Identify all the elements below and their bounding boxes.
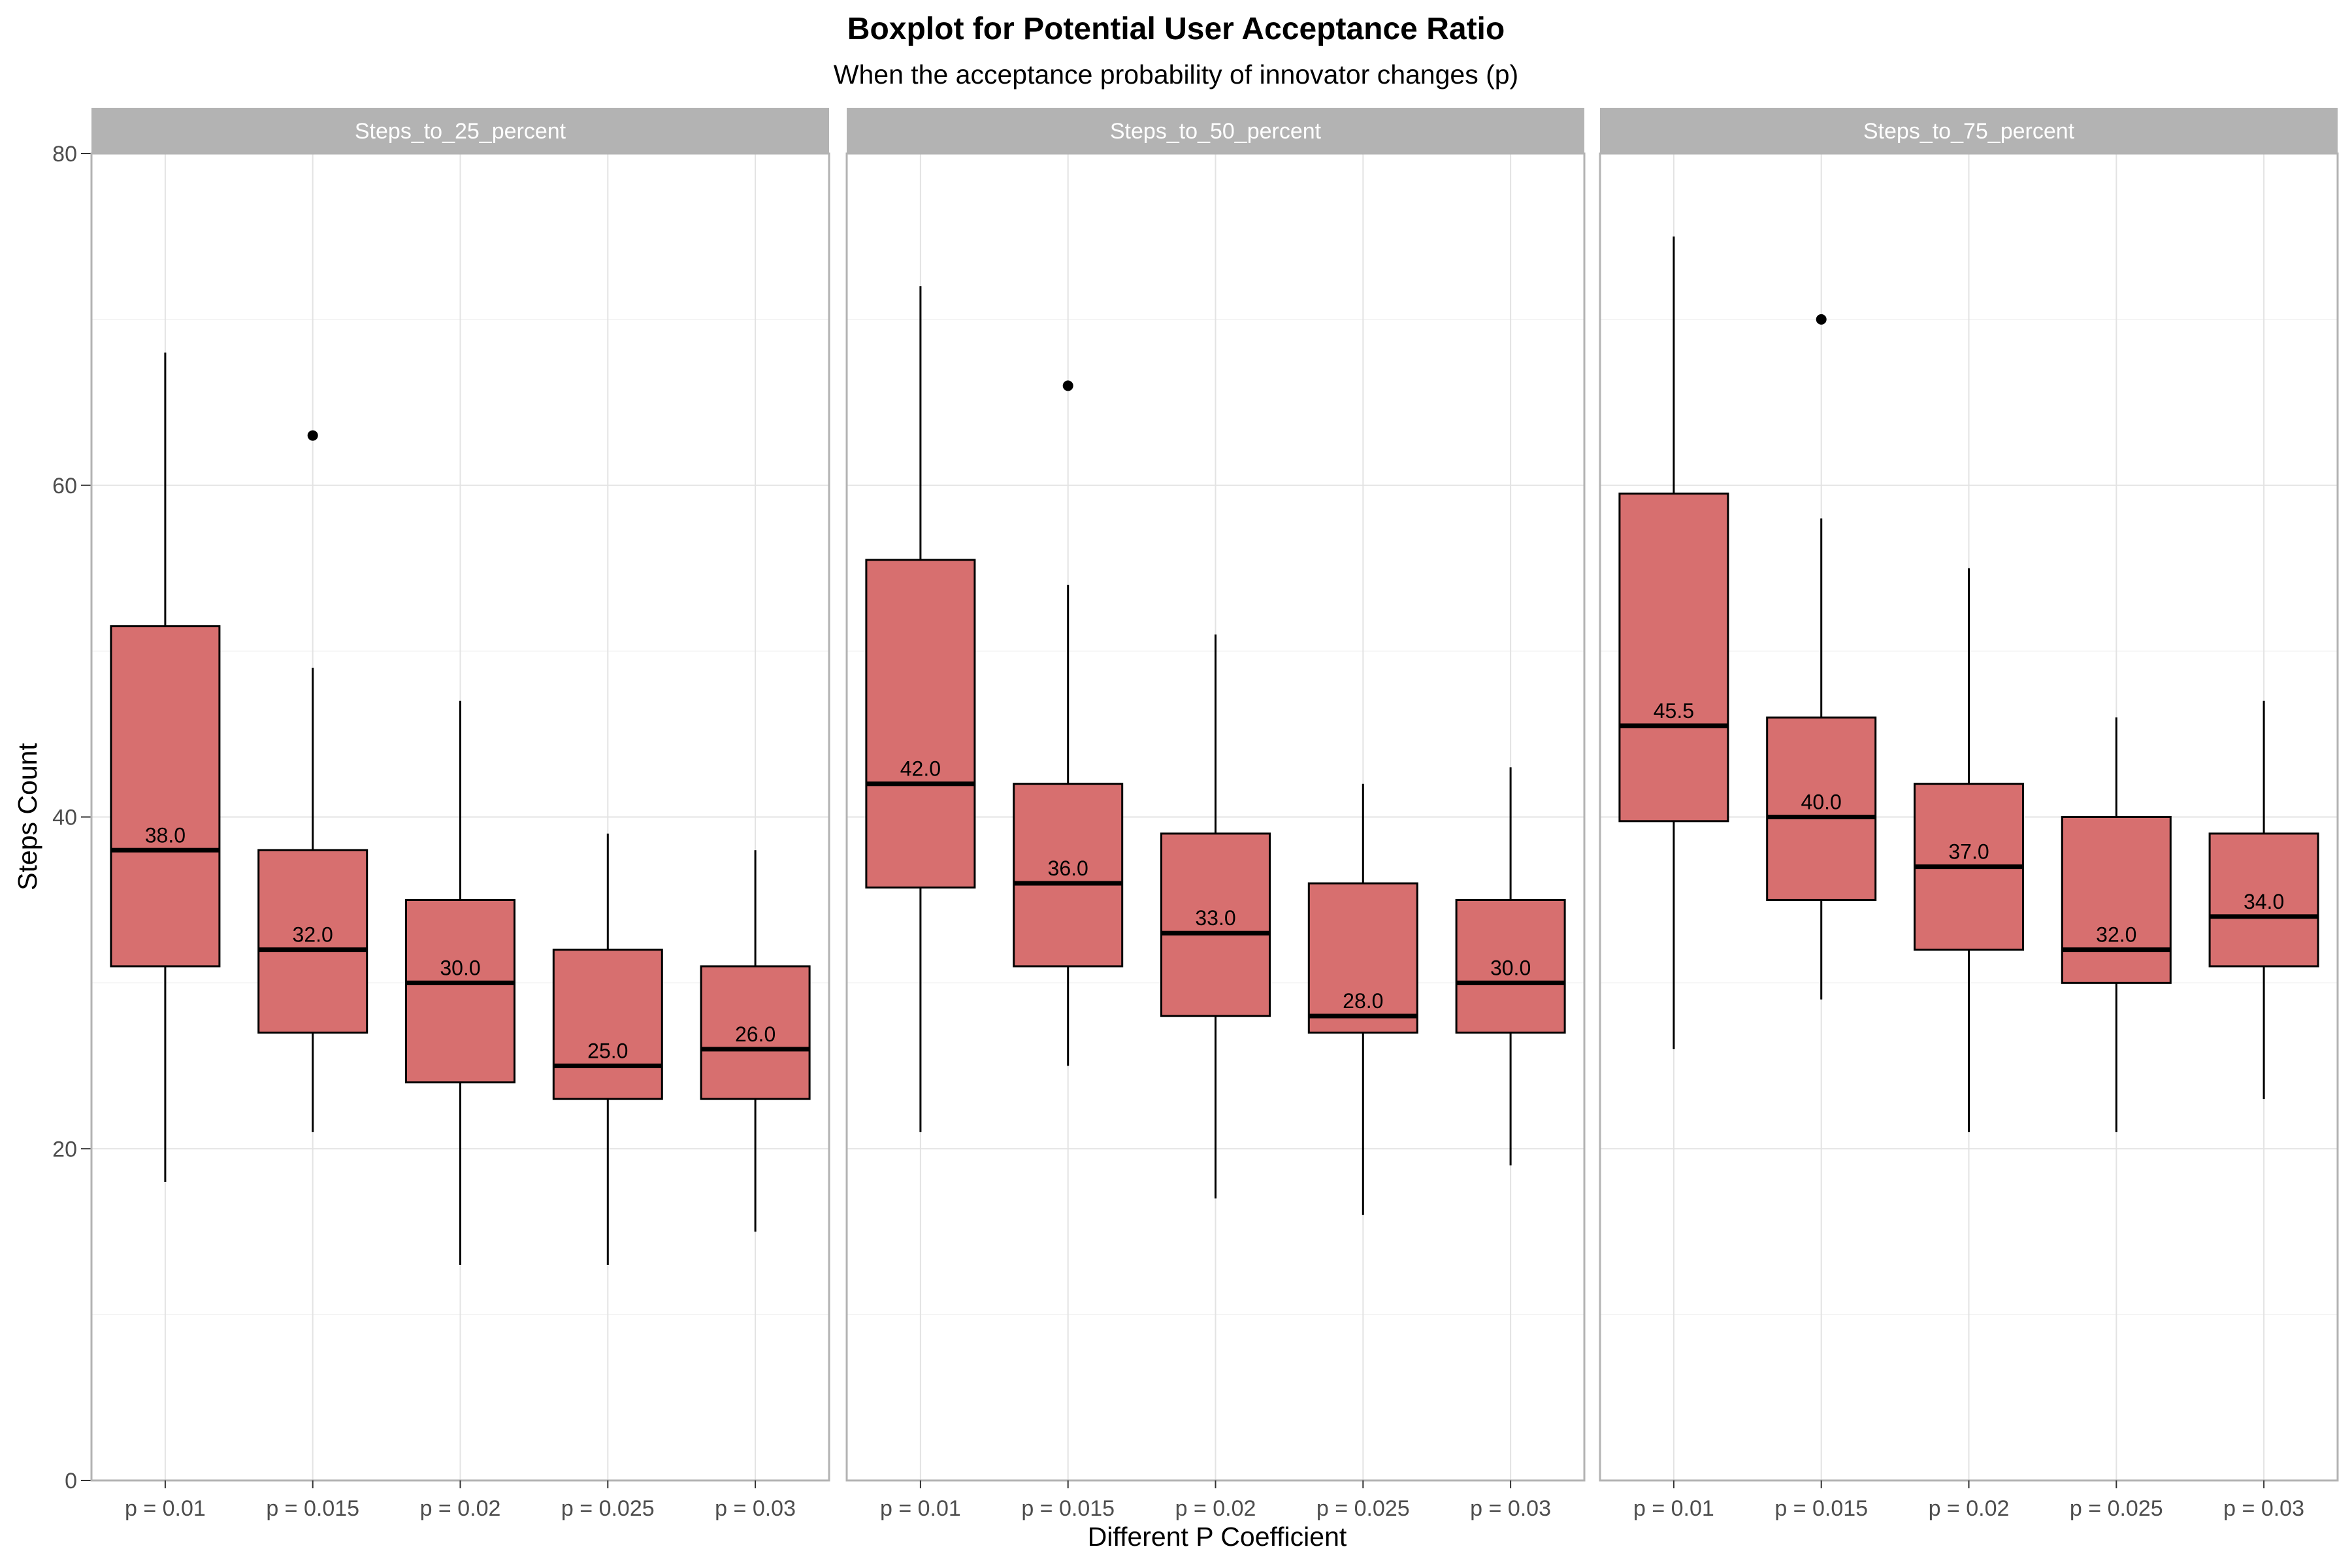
median-label: 45.5 [1654, 699, 1694, 723]
x-tick-label: p = 0.02 [1175, 1496, 1256, 1521]
outlier-point [1816, 314, 1827, 325]
x-tick-label: p = 0.025 [1316, 1496, 1410, 1521]
facet-strip-label: Steps_to_75_percent [1863, 119, 2075, 144]
facet-strip [847, 108, 1584, 154]
outlier-point [1062, 380, 1073, 391]
median-label: 38.0 [145, 823, 186, 847]
y-tick-label: 80 [52, 142, 77, 167]
facet-panel: Steps_to_25_percent 38.0 32.0 30.0 25.0 26.0 p… [90, 108, 830, 1521]
x-tick-label: p = 0.03 [715, 1496, 796, 1521]
box [1455, 898, 1566, 1034]
y-axis-ticks: 0 20 40 60 80 [52, 142, 91, 1494]
y-axis-title: Steps Count [12, 743, 42, 890]
median-label: 33.0 [1195, 906, 1235, 930]
median-label: 40.0 [1801, 791, 1842, 814]
box-group: 36.0 [1013, 380, 1124, 1066]
box [257, 849, 368, 1034]
box-group: 30.0 [405, 700, 515, 1265]
box [700, 965, 811, 1100]
chart-subtitle: When the acceptance probability of innov… [834, 59, 1518, 90]
median-label: 25.0 [587, 1039, 628, 1062]
y-tick-label: 20 [52, 1137, 77, 1162]
box [110, 625, 221, 968]
facet-strip [91, 108, 829, 154]
box [405, 898, 515, 1084]
box-group: 45.5 [1618, 236, 1729, 1049]
x-tick-label: p = 0.02 [1929, 1496, 2010, 1521]
x-tick-label: p = 0.025 [2070, 1496, 2163, 1521]
box [1307, 882, 1418, 1034]
box-group: 34.0 [2208, 700, 2319, 1100]
y-tick-label: 40 [52, 806, 77, 830]
box-group: 32.0 [257, 430, 368, 1132]
x-tick-label: p = 0.01 [125, 1496, 206, 1521]
box-group: 30.0 [1455, 767, 1566, 1166]
median-label: 42.0 [900, 757, 941, 781]
median-label: 28.0 [1343, 989, 1383, 1013]
box-group: 25.0 [552, 833, 663, 1265]
x-tick-label: p = 0.03 [1470, 1496, 1551, 1521]
box [865, 559, 976, 889]
median-label: 34.0 [2244, 890, 2284, 913]
median-label: 37.0 [1948, 840, 1989, 864]
x-tick-label: p = 0.01 [1633, 1496, 1714, 1521]
box [1618, 492, 1729, 823]
facet-panels: Steps_to_25_percent 38.0 32.0 30.0 25.0 26.0 p… [90, 108, 2339, 1521]
box-group: 32.0 [2061, 717, 2172, 1132]
y-tick-label: 0 [65, 1469, 77, 1494]
median-label: 30.0 [440, 956, 480, 979]
box-group: 28.0 [1307, 783, 1418, 1215]
box-group: 33.0 [1160, 634, 1271, 1199]
box [552, 949, 663, 1100]
box-group: 37.0 [1914, 568, 2024, 1132]
x-tick-label: p = 0.01 [880, 1496, 961, 1521]
box-group: 38.0 [110, 352, 221, 1183]
box [1013, 783, 1124, 968]
facet-strip-label: Steps_to_50_percent [1110, 119, 1322, 144]
median-label: 32.0 [2096, 923, 2136, 947]
chart-title: Boxplot for Potential User Acceptance Ra… [847, 12, 1505, 46]
box [2208, 832, 2319, 968]
x-tick-label: p = 0.03 [2223, 1496, 2304, 1521]
outlier-point [307, 430, 318, 441]
box [1160, 832, 1271, 1017]
facet-strip-label: Steps_to_25_percent [355, 119, 566, 144]
box-group: 40.0 [1766, 314, 1877, 1000]
x-tick-label: p = 0.015 [266, 1496, 359, 1521]
x-tick-label: p = 0.025 [561, 1496, 655, 1521]
median-label: 30.0 [1490, 956, 1531, 979]
facet-panel: Steps_to_75_percent 45.5 40.0 37.0 32.0 34.0 p… [1599, 108, 2339, 1521]
x-axis-title: Different P Coefficient [1088, 1522, 1347, 1552]
box-group: 42.0 [865, 286, 976, 1132]
box [1766, 716, 1877, 901]
box [2061, 816, 2172, 984]
x-tick-label: p = 0.015 [1774, 1496, 1868, 1521]
x-tick-label: p = 0.02 [420, 1496, 501, 1521]
x-tick-label: p = 0.015 [1021, 1496, 1115, 1521]
y-tick-label: 60 [52, 474, 77, 498]
facet-panel: Steps_to_50_percent 42.0 36.0 33.0 28.0 30.0 p… [845, 108, 1586, 1521]
box-group: 26.0 [700, 850, 811, 1232]
median-label: 26.0 [735, 1022, 776, 1046]
facet-strip [1600, 108, 2338, 154]
median-label: 36.0 [1048, 857, 1088, 880]
median-label: 32.0 [293, 923, 333, 947]
